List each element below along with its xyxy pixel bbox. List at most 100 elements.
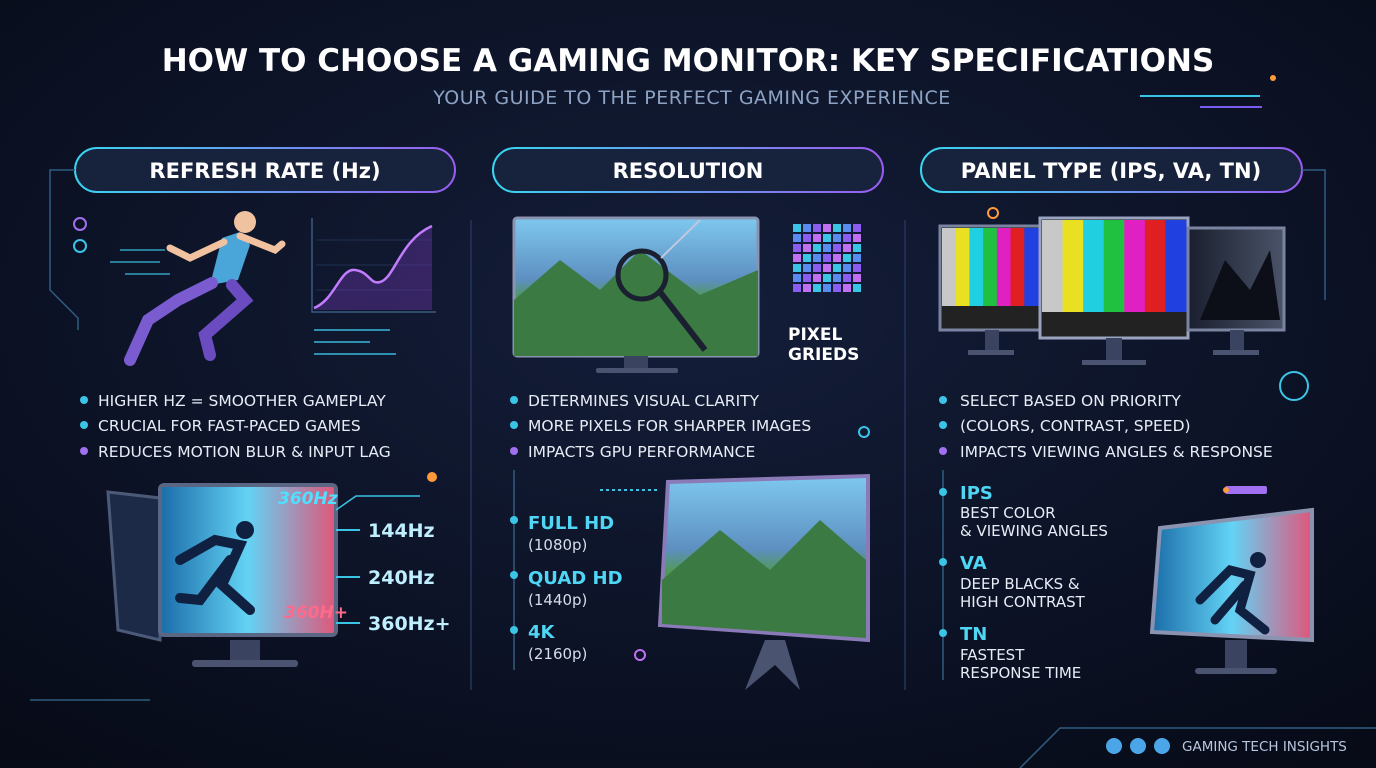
deco-lines	[1140, 75, 1276, 108]
resolution-name: QUAD HD	[528, 568, 623, 589]
panel-detail: DEEP BLACKS &	[960, 575, 1080, 593]
screen-label: 360Hz	[278, 489, 338, 509]
pixel	[813, 274, 821, 282]
pixel	[793, 264, 801, 272]
large-monitor	[600, 473, 870, 690]
pixel	[813, 244, 821, 252]
bullet: MORE PIXELS FOR SHARPER IMAGES	[528, 417, 811, 435]
pixel	[803, 224, 811, 232]
color-bar	[1042, 220, 1064, 312]
pixel-grid-icon	[793, 224, 861, 292]
refresh-rate: 360Hz+	[368, 613, 451, 635]
refresh-rate: 144Hz	[368, 520, 435, 542]
panel-connector	[939, 470, 947, 680]
pixel	[843, 254, 851, 262]
screen-label: 360H+	[284, 603, 348, 623]
panel-detail: & VIEWING ANGLES	[960, 522, 1108, 540]
bullet: HIGHER HZ = SMOOTHER GAMEPLAY	[98, 392, 386, 410]
pixel	[803, 254, 811, 262]
pixel-grid-label: PIXEL	[788, 325, 843, 345]
footer-brand: GAMING TECH INSIGHTS	[1182, 739, 1347, 755]
runner-illustration	[73, 211, 286, 366]
column-heading: REFRESH RATE (Hz)	[149, 159, 380, 183]
refresh-rate: 240Hz	[368, 567, 435, 589]
pixel	[813, 264, 821, 272]
pixel	[843, 244, 851, 252]
panel-type: TN	[960, 624, 987, 645]
pixel	[793, 244, 801, 252]
pixel	[803, 274, 811, 282]
pixel	[823, 254, 831, 262]
pixel	[813, 234, 821, 242]
pixel	[793, 254, 801, 262]
resolution-detail: (1080p)	[528, 536, 587, 554]
pixel	[853, 274, 861, 282]
resolution-name: 4K	[528, 622, 556, 643]
panel-detail: BEST COLOR	[960, 504, 1056, 522]
pixel	[803, 244, 811, 252]
pixel	[843, 264, 851, 272]
pixel	[833, 284, 841, 292]
column-heading: RESOLUTION	[613, 159, 764, 183]
pixel	[813, 254, 821, 262]
color-bar	[1144, 220, 1166, 312]
panel-detail: RESPONSE TIME	[960, 664, 1081, 682]
panel-detail: HIGH CONTRAST	[960, 593, 1086, 611]
pixel	[823, 234, 831, 242]
title: HOW TO CHOOSE A GAMING MONITOR: KEY SPEC…	[162, 43, 1215, 79]
column-headers	[74, 147, 1303, 193]
pixel	[813, 224, 821, 232]
color-bar	[983, 228, 998, 306]
color-bar	[1024, 228, 1039, 306]
bullet: REDUCES MOTION BLUR & INPUT LAG	[98, 443, 391, 461]
pixel	[823, 264, 831, 272]
pixel	[793, 284, 801, 292]
color-bar	[969, 228, 984, 306]
pixel	[843, 284, 851, 292]
pixel	[813, 284, 821, 292]
pixel	[823, 284, 831, 292]
pixel	[793, 274, 801, 282]
pixel	[803, 264, 811, 272]
resolution-monitor	[512, 216, 760, 373]
color-bar	[1165, 220, 1187, 312]
pixel	[793, 234, 801, 242]
pixel	[803, 284, 811, 292]
color-bar	[942, 228, 957, 306]
column-heading: PANEL TYPE (IPS, VA, TN)	[961, 159, 1261, 183]
subtitle: YOUR GUIDE TO THE PERFECT GAMING EXPERIE…	[432, 87, 951, 109]
color-bar	[1062, 220, 1084, 312]
pixel	[853, 224, 861, 232]
dividers	[30, 169, 1376, 768]
pixel	[833, 274, 841, 282]
bullet: DETERMINES VISUAL CLARITY	[528, 392, 760, 410]
pixel	[853, 234, 861, 242]
panel-type: IPS	[960, 483, 993, 504]
pixel	[823, 274, 831, 282]
panel-monitors	[938, 207, 1309, 401]
pixel	[833, 254, 841, 262]
pixel	[853, 254, 861, 262]
resolution-connector	[510, 426, 870, 670]
pixel	[843, 274, 851, 282]
color-bar	[955, 228, 970, 306]
bullet: (COLORS, CONTRAST, SPEED)	[960, 417, 1191, 435]
resolution-detail: (2160p)	[528, 645, 587, 663]
pixel	[823, 244, 831, 252]
pixel	[853, 264, 861, 272]
panel-type: VA	[960, 553, 987, 574]
bullet: CRUCIAL FOR FAST-PACED GAMES	[98, 417, 361, 435]
pixel	[793, 224, 801, 232]
bullet: IMPACTS VIEWING ANGLES & RESPONSE	[960, 443, 1273, 461]
color-bar	[1083, 220, 1105, 312]
refresh-monitor	[106, 472, 437, 667]
resolution-detail: (1440p)	[528, 591, 587, 609]
bullet: IMPACTS GPU PERFORMANCE	[528, 443, 755, 461]
panel-detail: FASTEST	[960, 646, 1025, 664]
chart-illustration	[311, 218, 436, 355]
pixel	[833, 224, 841, 232]
pixel	[843, 224, 851, 232]
